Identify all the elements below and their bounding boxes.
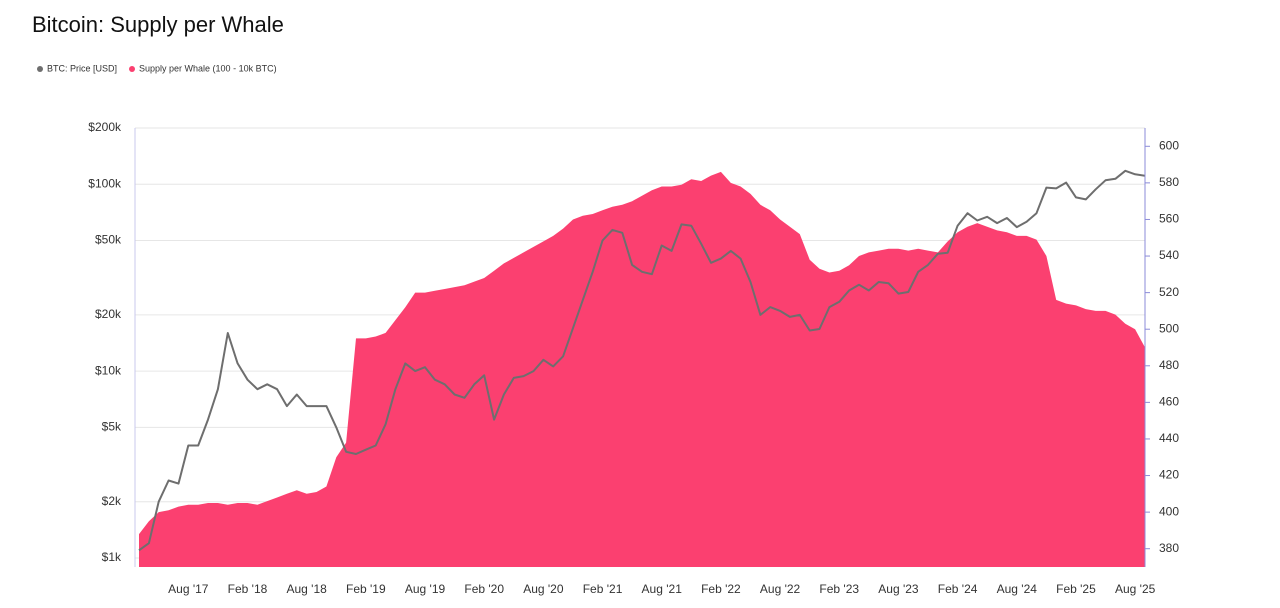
y2-tick-label: 420 <box>1159 468 1179 482</box>
x-tick-label: Feb '22 <box>701 582 741 596</box>
y-tick-label: $200k <box>88 120 122 134</box>
y-tick-label: $100k <box>88 176 122 190</box>
x-tick-label: Feb '21 <box>583 582 623 596</box>
y-tick-label: $1k <box>102 550 122 564</box>
y2-tick-label: 480 <box>1159 358 1179 372</box>
x-tick-label: Feb '24 <box>938 582 978 596</box>
y2-tick-label: 440 <box>1159 431 1179 445</box>
x-tick-label: Aug '21 <box>642 582 683 596</box>
supply-area <box>139 171 1145 567</box>
x-tick-label: Aug '17 <box>168 582 209 596</box>
x-tick-label: Aug '18 <box>287 582 328 596</box>
price-line <box>138 169 1146 552</box>
y2-tick-label: 380 <box>1159 541 1179 555</box>
y2-tick-label: 500 <box>1159 321 1179 335</box>
x-tick-label: Aug '22 <box>760 582 801 596</box>
y2-tick-label: 540 <box>1159 248 1179 262</box>
y2-tick-label: 400 <box>1159 504 1179 518</box>
x-tick-label: Feb '20 <box>464 582 504 596</box>
y2-tick-label: 560 <box>1159 212 1179 226</box>
legend-label: BTC: Price [USD] <box>47 63 117 73</box>
x-tick-label: Aug '24 <box>997 582 1038 596</box>
x-tick-label: Feb '25 <box>1056 582 1096 596</box>
y2-tick-label: 520 <box>1159 285 1179 299</box>
chart-title: Bitcoin: Supply per Whale <box>32 12 284 37</box>
legend-marker <box>37 66 43 72</box>
y-tick-label: $50k <box>95 233 122 247</box>
x-tick-label: Aug '23 <box>878 582 919 596</box>
legend-marker <box>129 66 136 72</box>
x-tick-label: Aug '25 <box>1115 582 1156 596</box>
y2-tick-label: 460 <box>1159 395 1179 409</box>
y-tick-label: $2k <box>102 494 122 508</box>
x-tick-label: Aug '19 <box>405 582 446 596</box>
y2-tick-label: 600 <box>1159 138 1179 152</box>
y-tick-label: $5k <box>102 420 122 434</box>
legend-label: Supply per Whale (100 - 10k BTC) <box>139 63 277 73</box>
x-tick-label: Aug '20 <box>523 582 564 596</box>
y-tick-label: $10k <box>95 363 122 377</box>
y2-tick-label: 580 <box>1159 175 1179 189</box>
x-tick-label: Feb '19 <box>346 582 386 596</box>
x-tick-label: Feb '18 <box>228 582 268 596</box>
y-tick-label: $20k <box>95 307 122 321</box>
x-tick-label: Feb '23 <box>819 582 859 596</box>
